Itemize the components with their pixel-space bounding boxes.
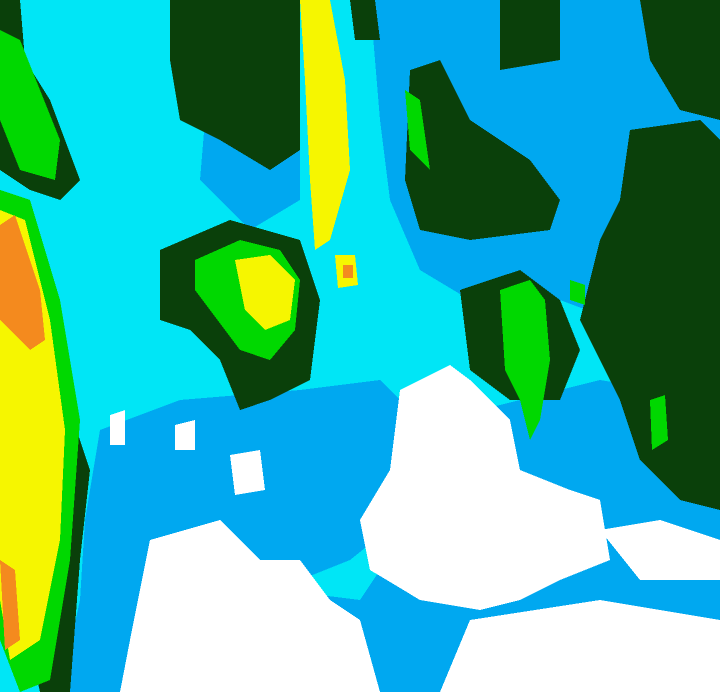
orange-areas xyxy=(0,215,353,650)
white-areas xyxy=(110,365,720,692)
